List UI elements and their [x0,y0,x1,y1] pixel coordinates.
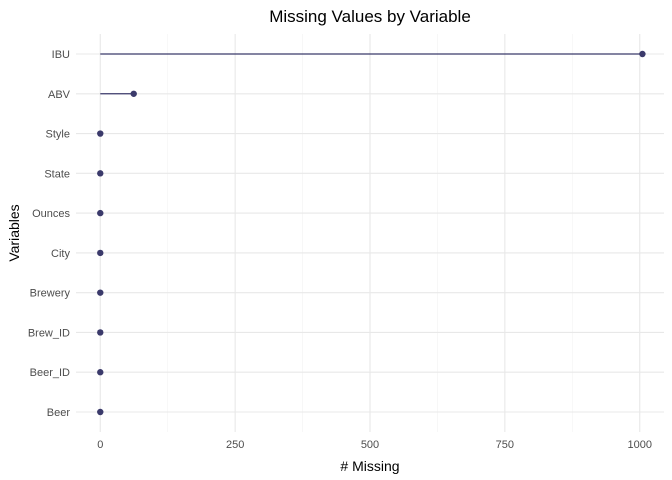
y-tick-label: State [44,168,70,180]
lollipop-point-city [97,249,104,257]
x-axis-label: # Missing [340,458,399,474]
x-tick-label: 500 [361,439,379,451]
y-axis-label: Variables [6,204,22,261]
y-tick-label: IBU [52,49,70,61]
x-tick-labels: 0 250 500 750 1000 [97,439,652,451]
grid-lines [76,34,664,432]
lollipop-point-brewery [97,289,104,296]
chart-title: Missing Values by Variable [269,7,471,26]
x-tick-label: 1000 [627,439,651,451]
y-tick-labels: IBU ABV Style State Ounces City Brewery Brew_ID… [28,49,71,419]
lollipop-point-ibu [639,50,646,58]
lollipop-point-brew-id [97,329,104,336]
lollipop-point-style [97,130,104,137]
x-tick-label: 0 [97,439,103,451]
x-tick-label: 750 [496,439,514,451]
y-tick-label: Style [46,129,70,141]
y-tick-label: City [51,248,70,260]
y-tick-label: Brewery [30,288,71,300]
data-marks [97,50,646,416]
lollipop-point-beer [97,408,104,416]
x-tick-label: 250 [226,439,244,451]
lollipop-point-beer-id [97,369,104,376]
y-tick-label: Beer [47,407,71,419]
lollipop-point-ounces [97,209,104,217]
lollipop-point-abv [130,90,137,97]
y-tick-label: ABV [48,89,71,101]
y-tick-label: Ounces [32,208,70,220]
y-tick-label: Beer_ID [30,367,70,379]
lollipop-point-state [97,170,104,177]
y-tick-label: Brew_ID [28,327,70,339]
